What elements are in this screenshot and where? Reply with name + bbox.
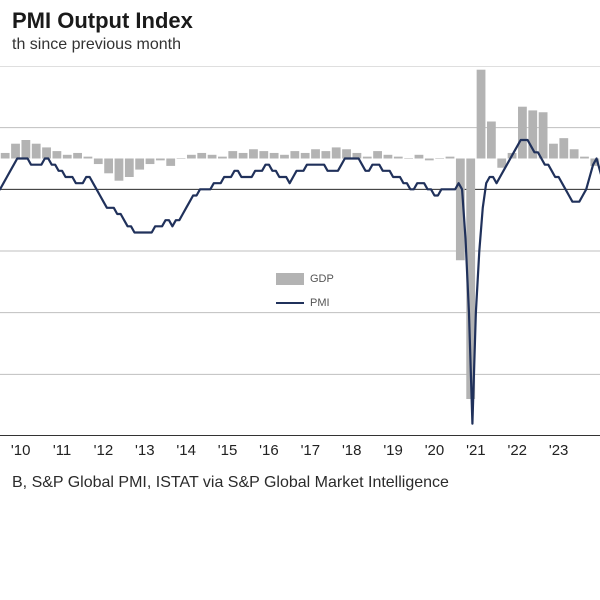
x-tick-label: '14 — [176, 442, 196, 459]
legend-swatch-gdp — [276, 273, 304, 285]
x-tick-label: '21 — [466, 442, 486, 459]
chart-title: PMI Output Index — [12, 8, 193, 34]
chart-subtitle: th since previous month — [12, 36, 181, 54]
x-tick-label: '23 — [549, 442, 569, 459]
chart-legend: GDP PMI — [276, 273, 334, 309]
x-tick-label: '22 — [507, 442, 527, 459]
chart-source: B, S&P Global PMI, ISTAT via S&P Global … — [12, 474, 449, 492]
x-tick-label: '10 — [11, 442, 31, 459]
x-tick-label: '16 — [259, 442, 279, 459]
x-tick-label: '19 — [383, 442, 403, 459]
chart-container: PMI Output Index th since previous month… — [0, 0, 600, 600]
x-tick-label: '20 — [425, 442, 445, 459]
legend-line-pmi — [276, 302, 304, 304]
legend-label-gdp: GDP — [310, 273, 334, 285]
legend-label-pmi: PMI — [310, 297, 330, 309]
legend-entry-pmi: PMI — [276, 297, 330, 309]
chart-plot — [0, 66, 600, 436]
x-tick-label: '11 — [53, 442, 71, 459]
x-tick-label: '15 — [218, 442, 238, 459]
x-tick-label: '18 — [342, 442, 362, 459]
chart-area: '10 '11 '12 '13 '14 '15 '16 '17 '18 '19 '20 '21 '22 '… — [0, 66, 600, 506]
legend-entry-gdp: GDP — [276, 273, 334, 285]
x-tick-label: '12 — [94, 442, 114, 459]
x-tick-label: '13 — [135, 442, 155, 459]
x-tick-label: '17 — [301, 442, 321, 459]
